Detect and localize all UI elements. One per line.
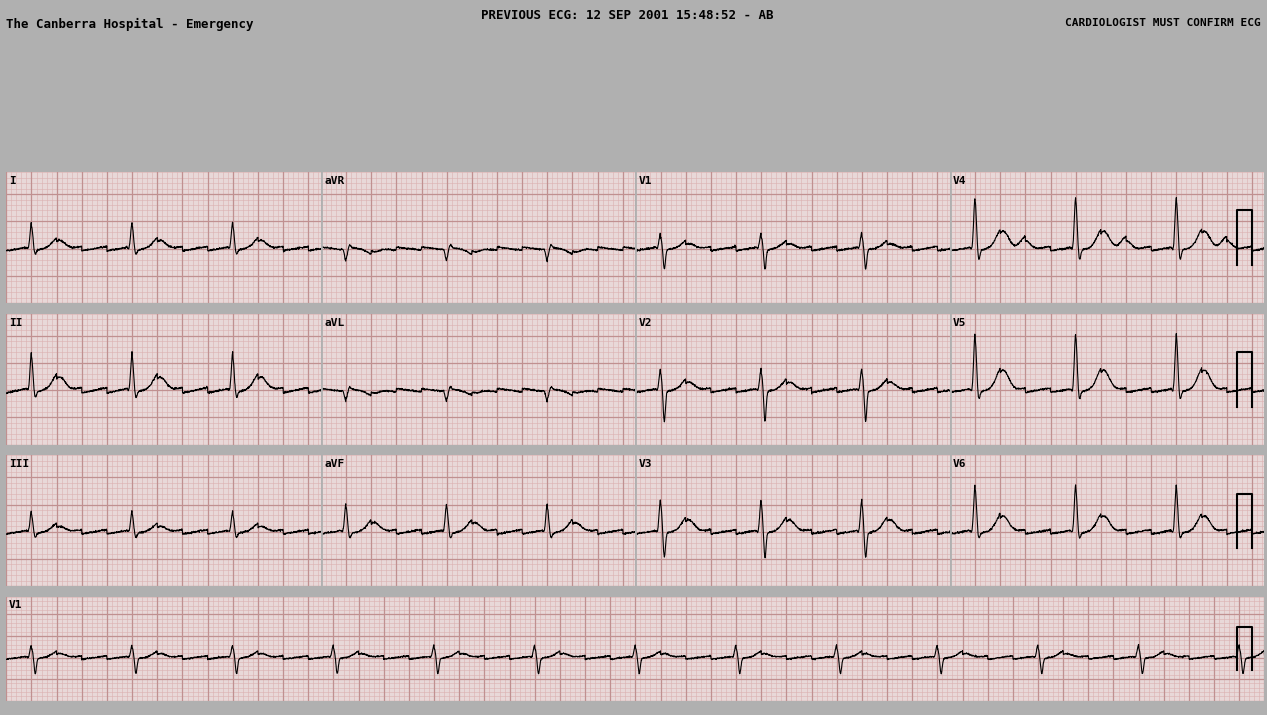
Text: V1: V1 <box>639 176 653 186</box>
Text: V3: V3 <box>639 459 653 469</box>
Text: aVF: aVF <box>324 459 345 469</box>
Text: V5: V5 <box>953 317 967 327</box>
Text: V6: V6 <box>953 459 967 469</box>
Text: V1: V1 <box>9 600 23 610</box>
Text: V2: V2 <box>639 317 653 327</box>
Text: V4: V4 <box>953 176 967 186</box>
Text: aVL: aVL <box>324 317 345 327</box>
Text: II: II <box>9 317 23 327</box>
Text: III: III <box>9 459 29 469</box>
Text: aVR: aVR <box>324 176 345 186</box>
Text: I: I <box>9 176 16 186</box>
Text: PREVIOUS ECG: 12 SEP 2001 15:48:52 - AB: PREVIOUS ECG: 12 SEP 2001 15:48:52 - AB <box>481 9 774 21</box>
Text: CARDIOLOGIST MUST CONFIRM ECG: CARDIOLOGIST MUST CONFIRM ECG <box>1066 18 1261 28</box>
Text: The Canberra Hospital - Emergency: The Canberra Hospital - Emergency <box>6 18 253 31</box>
